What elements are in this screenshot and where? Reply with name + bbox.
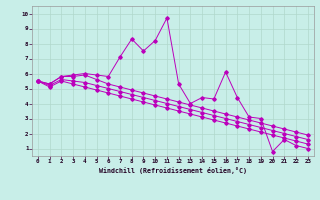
X-axis label: Windchill (Refroidissement éolien,°C): Windchill (Refroidissement éolien,°C) <box>99 167 247 174</box>
